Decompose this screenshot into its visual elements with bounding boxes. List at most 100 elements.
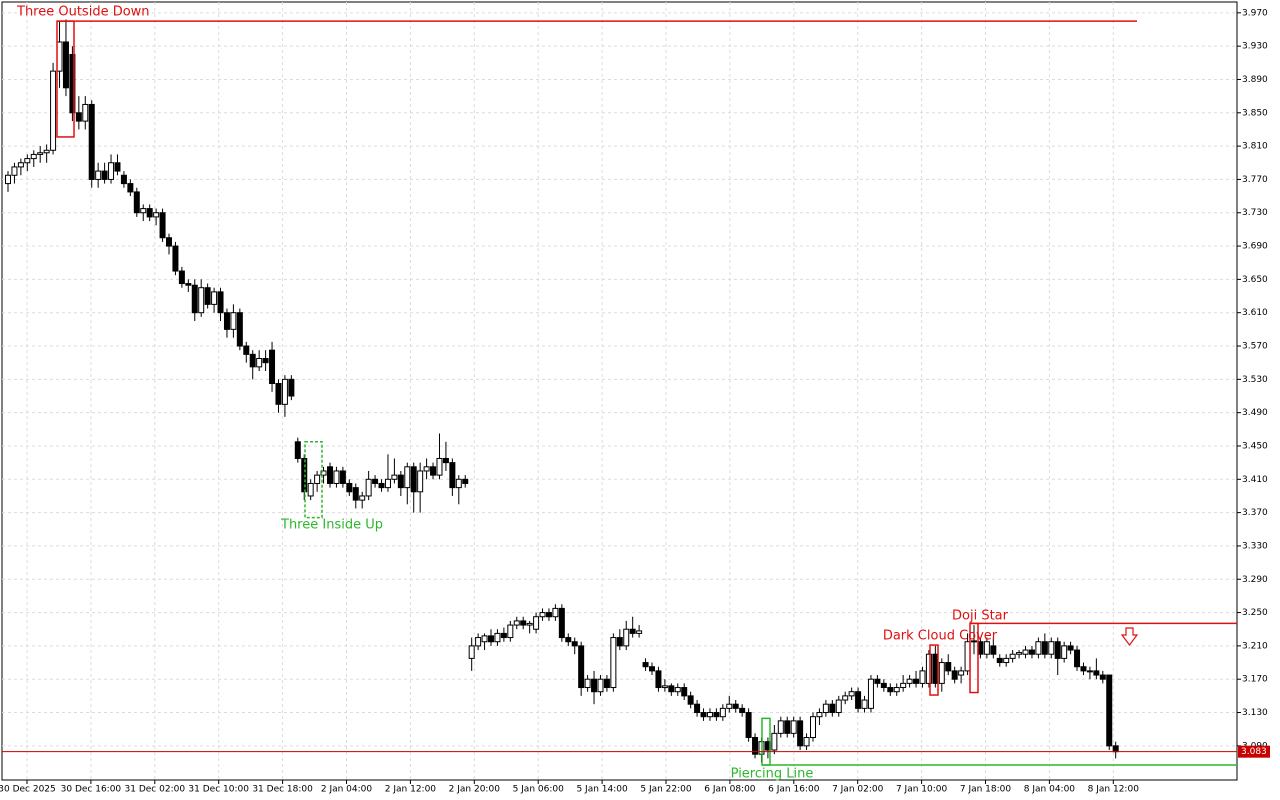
candle-body <box>1086 670 1093 673</box>
candle-body <box>655 670 662 689</box>
candle-body <box>50 70 57 151</box>
candle-body <box>320 470 327 476</box>
candle-body <box>855 691 862 709</box>
y-tick-label: 3.490 <box>1242 408 1268 418</box>
candle-body <box>269 349 276 385</box>
candle-body <box>945 662 952 672</box>
candle-body <box>442 457 449 464</box>
candle-body <box>494 632 501 643</box>
candle-body <box>610 637 617 689</box>
signal-arrow <box>1120 627 1139 646</box>
pattern-box <box>304 441 323 519</box>
candle-body <box>507 624 514 639</box>
candle-body <box>1041 641 1048 655</box>
candle-body <box>1067 645 1074 651</box>
pattern-label: Three Inside Up <box>280 518 383 533</box>
y-tick-label: 3.690 <box>1242 242 1268 252</box>
candle-body <box>951 670 958 680</box>
x-tick-label: 31 Dec 18:00 <box>252 785 313 795</box>
candle-body <box>327 466 333 484</box>
candle-body <box>983 641 990 655</box>
candle-body <box>30 153 37 160</box>
candle-body <box>739 707 746 714</box>
x-tick-label: 7 Jan 10:00 <box>896 785 948 795</box>
candle-body <box>1112 745 1119 753</box>
candle-body <box>146 208 153 218</box>
candle-body <box>571 641 578 647</box>
candle-body <box>230 312 237 330</box>
candle-body <box>893 687 900 693</box>
candle-body <box>810 716 816 739</box>
x-tick-label: 31 Dec 10:00 <box>188 785 249 795</box>
candle-body <box>971 640 977 643</box>
candle-body <box>1080 666 1087 672</box>
candle-body <box>62 41 69 89</box>
y-tick-label: 3.450 <box>1242 441 1268 451</box>
candle-body <box>455 478 462 489</box>
x-tick-label: 30 Dec 16:00 <box>61 785 122 795</box>
y-tick-label: 3.890 <box>1242 75 1268 85</box>
candle-body <box>307 482 314 497</box>
candle-body <box>256 358 263 368</box>
candle-body <box>533 616 540 630</box>
x-tick-label: 5 Jan 06:00 <box>513 785 565 795</box>
candle-body <box>127 183 134 193</box>
y-tick-label: 3.530 <box>1242 375 1268 385</box>
candle-body <box>790 720 797 734</box>
pattern-box <box>929 644 939 696</box>
candle-body <box>706 712 713 718</box>
candle-body <box>359 495 366 501</box>
candle-body <box>694 703 701 714</box>
candle-body <box>417 470 424 493</box>
candle-body <box>835 699 842 714</box>
x-tick-label: 2 Jan 04:00 <box>321 785 373 795</box>
candle-body <box>745 712 752 739</box>
price-label: 3.083 <box>1241 747 1267 757</box>
candle-body <box>816 712 823 718</box>
candle-body <box>372 478 379 484</box>
candle-body <box>159 212 166 239</box>
candle-body <box>275 383 282 405</box>
candle-body <box>217 291 224 314</box>
plot-frame <box>1 1 1238 781</box>
candle-body <box>133 191 140 214</box>
candle-body <box>1035 641 1042 655</box>
y-tick-label: 3.210 <box>1242 641 1268 651</box>
candle-body <box>919 670 926 684</box>
candle-body <box>423 466 430 472</box>
candle-body <box>462 478 469 484</box>
candle-body <box>281 378 288 405</box>
candle-body <box>211 291 218 305</box>
candle-body <box>874 678 881 684</box>
candle-body <box>932 653 939 684</box>
candle-body <box>565 637 572 643</box>
candle-body <box>17 162 24 168</box>
x-tick-label: 30 Dec 2025 <box>0 785 56 795</box>
y-tick-label: 3.610 <box>1242 308 1268 318</box>
x-tick-label: 7 Jan 18:00 <box>960 785 1012 795</box>
candle-body <box>178 270 185 285</box>
candle-body <box>391 474 398 480</box>
pattern-label: Piercing Line <box>731 767 814 782</box>
candle-body <box>436 457 443 476</box>
candle-body <box>880 682 887 689</box>
candle-body <box>243 345 250 355</box>
candle-body <box>384 478 391 489</box>
y-tick-label: 3.850 <box>1242 108 1268 118</box>
candle-body <box>623 628 630 647</box>
y-tick-label: 3.650 <box>1242 275 1268 285</box>
candle-body <box>153 212 160 218</box>
candle-body <box>700 712 707 718</box>
candle-body <box>649 666 655 672</box>
candle-body <box>642 662 649 668</box>
candle-body <box>262 358 269 364</box>
candle-body <box>603 678 610 689</box>
candle-body <box>378 482 385 489</box>
candle-body <box>513 620 520 626</box>
candle-body <box>236 312 243 347</box>
candle-body <box>913 678 920 684</box>
candle-body <box>713 712 720 718</box>
candle-body <box>777 720 784 734</box>
candle-body <box>223 312 230 330</box>
candle-body <box>797 720 804 747</box>
